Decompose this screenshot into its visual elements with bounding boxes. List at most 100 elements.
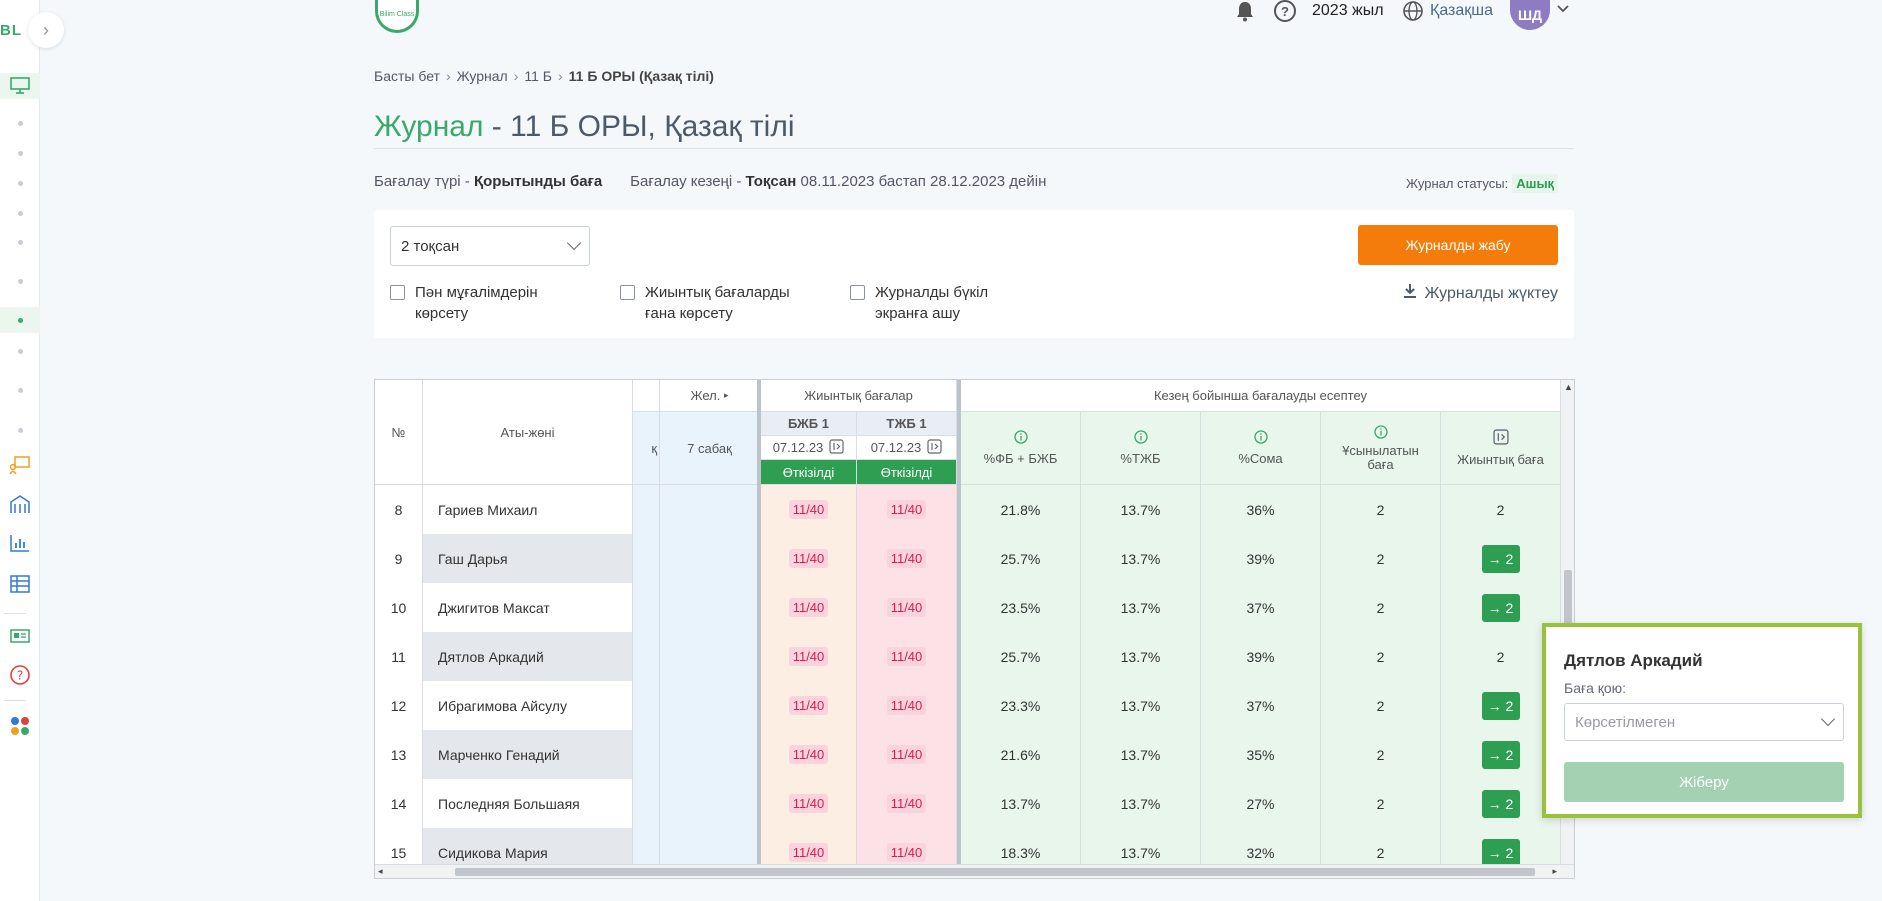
export-icon[interactable] [927, 438, 942, 457]
vertical-scroll-thumb[interactable] [1564, 570, 1572, 660]
table-row[interactable]: 10 Джигитов Максат 11/40 11/40 23.5% 13.7% 37%… [375, 583, 1561, 632]
sidebar-item-dot-8[interactable] [0, 338, 40, 364]
student-name[interactable]: Дятлов Аркадий [423, 632, 633, 681]
lesson-cell[interactable] [660, 681, 760, 730]
table-row[interactable]: 13 Марченко Генадий 11/40 11/40 21.6% 13.7% 35… [375, 730, 1561, 779]
checkbox-icon[interactable] [390, 285, 405, 300]
sidebar-item-dot-5[interactable] [0, 229, 40, 255]
student-name[interactable]: Джигитов Максат [423, 583, 633, 632]
info-icon[interactable] [1013, 430, 1028, 447]
chevron-down-icon[interactable] [1556, 2, 1570, 19]
apply-grade-button[interactable]: → 2 [1481, 593, 1520, 622]
scroll-left-icon[interactable]: ◂ [378, 866, 383, 876]
bjb-grade-cell[interactable]: 11/40 [761, 485, 857, 534]
student-name[interactable]: Марченко Генадий [423, 730, 633, 779]
bjb-grade-cell[interactable]: 11/40 [761, 583, 857, 632]
checkbox-summative-only[interactable]: Жиынтық бағаларды ғана көрсету [620, 282, 790, 324]
breadcrumb-home[interactable]: Басты бет [374, 68, 440, 84]
help-icon[interactable]: ? [0, 662, 40, 688]
table-row[interactable]: 12 Ибрагимова Айсулу 11/40 11/40 23.3% 13.7% 3… [375, 681, 1561, 730]
sidebar-item-dot-10[interactable] [0, 417, 40, 443]
sidebar-item-dot-2[interactable] [0, 140, 40, 166]
header-jel[interactable]: Жел. ▸ [660, 380, 760, 412]
info-icon[interactable] [1373, 424, 1388, 442]
sidebar-item-dot-1[interactable] [0, 110, 40, 136]
grade-select[interactable]: Көрсетілмеген [1564, 703, 1844, 741]
table-row[interactable]: 14 Последняя Большаяя 11/40 11/40 13.7% 13.7%… [375, 779, 1561, 828]
chart-icon[interactable] [0, 530, 40, 556]
scroll-up-icon[interactable]: ▲ [1564, 382, 1573, 392]
quarter-select[interactable]: 2 тоқсан [390, 226, 590, 266]
apply-grade-button[interactable]: → 2 [1481, 740, 1520, 769]
sidebar-item-dot-6[interactable] [0, 268, 40, 294]
student-name[interactable]: Последняя Большаяя [423, 779, 633, 828]
academic-year[interactable]: 2023 жыл [1312, 2, 1384, 19]
lesson-cell[interactable] [660, 485, 760, 534]
checkbox-icon[interactable] [850, 285, 865, 300]
lesson-cell[interactable] [660, 779, 760, 828]
apply-grade-button[interactable]: → 2 [1481, 789, 1520, 818]
bjb-grade-cell[interactable]: 11/40 [761, 681, 857, 730]
bjb-grade-cell[interactable]: 11/40 [761, 730, 857, 779]
breadcrumb-journal[interactable]: Журнал [456, 68, 508, 84]
info-icon[interactable] [1253, 430, 1268, 447]
news-icon[interactable] [0, 623, 40, 649]
student-name[interactable]: Гариев Михаил [423, 485, 633, 534]
lesson-cell-prev[interactable] [633, 730, 660, 779]
send-button[interactable]: Жіберу [1564, 762, 1844, 802]
final-grade[interactable]: 2 [1441, 485, 1561, 534]
export-icon[interactable] [829, 438, 844, 457]
horizontal-scrollbar[interactable]: ◂ ▸ [375, 864, 1574, 878]
apply-grade-button[interactable]: → 2 [1481, 544, 1520, 573]
bjb-grade-cell[interactable]: 11/40 [761, 534, 857, 583]
brand-logo[interactable]: Bilim Class [375, 0, 419, 33]
lesson-cell[interactable] [660, 534, 760, 583]
sidebar-toggle-button[interactable]: › [28, 12, 64, 48]
bell-icon[interactable] [1236, 0, 1254, 28]
sidebar-item-dot-7[interactable] [0, 307, 40, 333]
sidebar-item-dot-3[interactable] [0, 170, 40, 196]
checkbox-show-teachers[interactable]: Пән мұғалімдерін көрсету [390, 282, 538, 324]
globe-icon[interactable] [1402, 0, 1424, 28]
apply-grade-button[interactable]: → 2 [1481, 691, 1520, 720]
tjb-grade-cell[interactable]: 11/40 [857, 681, 957, 730]
table-row[interactable]: 9 Гаш Дарья 11/40 11/40 25.7% 13.7% 39% 2 → 2 [375, 534, 1561, 583]
tjb-grade-cell[interactable]: 11/40 [857, 534, 957, 583]
student-name[interactable]: Ибрагимова Айсулу [423, 681, 633, 730]
checkbox-icon[interactable] [620, 285, 635, 300]
final-grade[interactable]: 2 [1441, 632, 1561, 681]
student-name[interactable]: Гаш Дарья [423, 534, 633, 583]
tjb-grade-cell[interactable]: 11/40 [857, 779, 957, 828]
lesson-cell-prev[interactable] [633, 681, 660, 730]
export-icon[interactable] [1492, 429, 1509, 448]
tjb-grade-cell[interactable]: 11/40 [857, 730, 957, 779]
info-icon[interactable] [1133, 430, 1148, 447]
monitor-icon[interactable] [0, 73, 40, 99]
table-icon[interactable] [0, 571, 40, 597]
tjb-grade-cell[interactable]: 11/40 [857, 632, 957, 681]
breadcrumb-class[interactable]: 11 Б [524, 68, 552, 84]
scroll-right-icon[interactable]: ▸ [1552, 866, 1557, 876]
help-circle-icon[interactable]: ? [1274, 0, 1296, 22]
lesson-cell[interactable] [660, 730, 760, 779]
horizontal-scroll-thumb[interactable] [455, 868, 1535, 876]
tjb-grade-cell[interactable]: 11/40 [857, 583, 957, 632]
lesson-cell-prev[interactable] [633, 632, 660, 681]
table-row[interactable]: 8 Гариев Михаил 11/40 11/40 21.8% 13.7% 36% 2 2 [375, 485, 1561, 534]
lesson-cell-prev[interactable] [633, 485, 660, 534]
lesson-cell-prev[interactable] [633, 534, 660, 583]
download-journal-link[interactable]: Журналды жүктеу [1403, 283, 1558, 304]
lesson-cell-prev[interactable] [633, 583, 660, 632]
tjb-grade-cell[interactable]: 11/40 [857, 485, 957, 534]
building-icon[interactable] [0, 491, 40, 517]
table-row[interactable]: 11 Дятлов Аркадий 11/40 11/40 25.7% 13.7% 39% 2… [375, 632, 1561, 681]
presentation-icon[interactable] [0, 452, 40, 478]
lesson-cell[interactable] [660, 583, 760, 632]
checkbox-fullscreen[interactable]: Журналды бүкіл экранға ашу [850, 282, 988, 324]
apply-grade-button[interactable]: → 2 [1481, 838, 1520, 867]
language-selector[interactable]: Қазақша [1430, 2, 1494, 19]
bjb-grade-cell[interactable]: 11/40 [761, 632, 857, 681]
avatar[interactable]: ШД [1510, 0, 1550, 30]
sidebar-item-dot-9[interactable] [0, 377, 40, 403]
lesson-cell[interactable] [660, 632, 760, 681]
